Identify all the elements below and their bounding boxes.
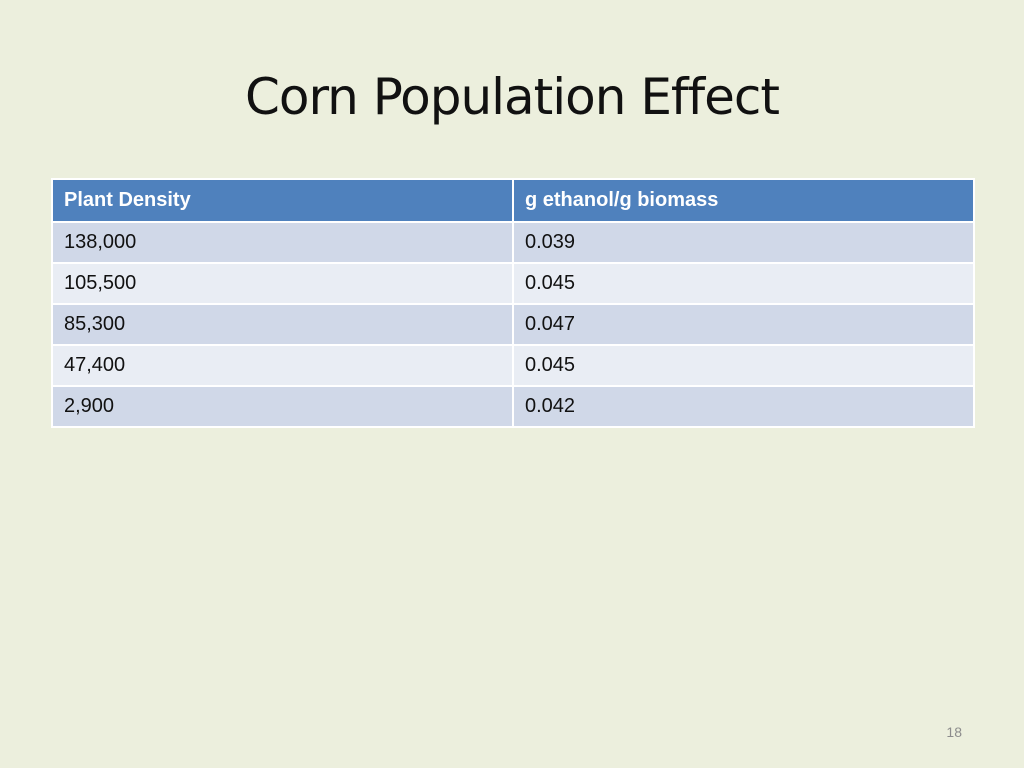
cell-ethanol-yield: 0.047 [512,303,975,346]
data-table: Plant Density g ethanol/g biomass 138,00… [51,178,975,428]
table-row: 2,900 0.042 [51,385,975,428]
cell-plant-density: 85,300 [51,303,514,346]
cell-ethanol-yield: 0.039 [512,221,975,264]
cell-ethanol-yield: 0.045 [512,262,975,305]
table-row: 105,500 0.045 [51,262,975,305]
header-ethanol-yield: g ethanol/g biomass [512,178,975,223]
cell-plant-density: 105,500 [51,262,514,305]
cell-plant-density: 138,000 [51,221,514,264]
cell-ethanol-yield: 0.045 [512,344,975,387]
cell-plant-density: 2,900 [51,385,514,428]
cell-ethanol-yield: 0.042 [512,385,975,428]
data-table-container: Plant Density g ethanol/g biomass 138,00… [51,178,975,428]
slide-title: Corn Population Effect [244,68,780,126]
table-row: 85,300 0.047 [51,303,975,346]
header-plant-density: Plant Density [51,178,514,223]
page-number: 18 [946,724,962,740]
table-header-row: Plant Density g ethanol/g biomass [51,178,975,223]
cell-plant-density: 47,400 [51,344,514,387]
table-row: 138,000 0.039 [51,221,975,264]
table-row: 47,400 0.045 [51,344,975,387]
